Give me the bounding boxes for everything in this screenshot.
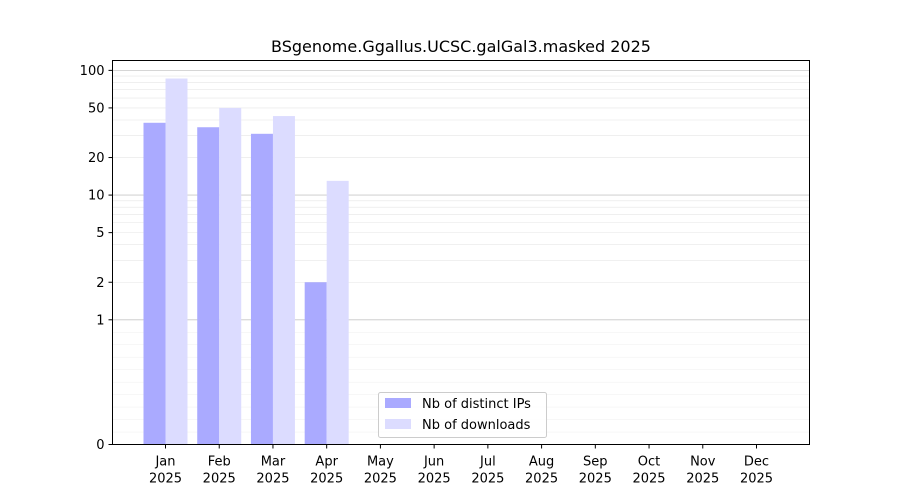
legend-box [378, 392, 547, 438]
y-tick-label: 50 [88, 101, 105, 116]
x-tick-label-month: Aug [529, 455, 554, 470]
bar-distinct-ips [143, 122, 166, 445]
x-tick-label-month: Feb [208, 455, 231, 470]
legend-label-downloads: Nb of downloads [422, 418, 531, 433]
x-tick-label-month: Jul [479, 455, 496, 470]
x-tick-label-year: 2025 [418, 472, 451, 487]
y-tick-label: 20 [88, 151, 105, 166]
x-tick-label-year: 2025 [256, 472, 289, 487]
x-tick-label-month: Dec [744, 455, 769, 470]
x-tick-label-month: Nov [690, 455, 716, 470]
bar-downloads [165, 78, 188, 445]
x-tick-label-month: Jun [423, 455, 444, 470]
x-tick-label-month: Sep [583, 455, 608, 470]
y-tick-label: 0 [96, 438, 104, 453]
x-tick-label-year: 2025 [149, 472, 182, 487]
bar-distinct-ips [197, 127, 220, 445]
bar-distinct-ips [250, 133, 273, 445]
bar-downloads [272, 116, 295, 445]
x-tick-label-month: Jan [154, 455, 175, 470]
x-tick-label-month: Oct [638, 455, 660, 470]
bar-downloads [219, 107, 242, 445]
x-tick-label-month: Apr [315, 455, 338, 470]
bar-downloads [326, 180, 349, 445]
bars [143, 78, 349, 445]
legend: Nb of distinct IPs Nb of downloads [378, 392, 547, 438]
x-tick-label-year: 2025 [632, 472, 665, 487]
y-tick-label: 2 [96, 276, 104, 291]
y-tick-label: 1 [96, 313, 104, 328]
x-tick-label-year: 2025 [525, 472, 558, 487]
y-tick-label: 100 [80, 64, 105, 79]
legend-swatch-distinct-ips [385, 398, 411, 408]
x-axis: Jan 2025 Feb 2025 Mar 2025 Apr 2025 May 2025 Jun 20… [149, 444, 773, 487]
y-axis: 0 1 2 5 10 20 50 100 [80, 64, 113, 453]
legend-swatch-downloads [385, 419, 411, 429]
legend-label-distinct-ips: Nb of distinct IPs [422, 397, 531, 412]
x-tick-label-year: 2025 [471, 472, 504, 487]
x-tick-label-year: 2025 [310, 472, 343, 487]
chart-title: BSgenome.Ggallus.UCSC.galGal3.masked 202… [271, 37, 651, 56]
x-tick-label-year: 2025 [203, 472, 236, 487]
plot-frame [112, 60, 810, 445]
y-tick-label: 10 [88, 189, 105, 204]
bar-distinct-ips [304, 282, 327, 445]
x-tick-label-year: 2025 [364, 472, 397, 487]
x-tick-label-month: Mar [261, 455, 286, 470]
x-tick-label-month: May [367, 455, 394, 470]
x-tick-label-year: 2025 [740, 472, 773, 487]
x-tick-label-year: 2025 [579, 472, 612, 487]
x-tick-label-year: 2025 [686, 472, 719, 487]
y-tick-label: 5 [96, 226, 104, 241]
